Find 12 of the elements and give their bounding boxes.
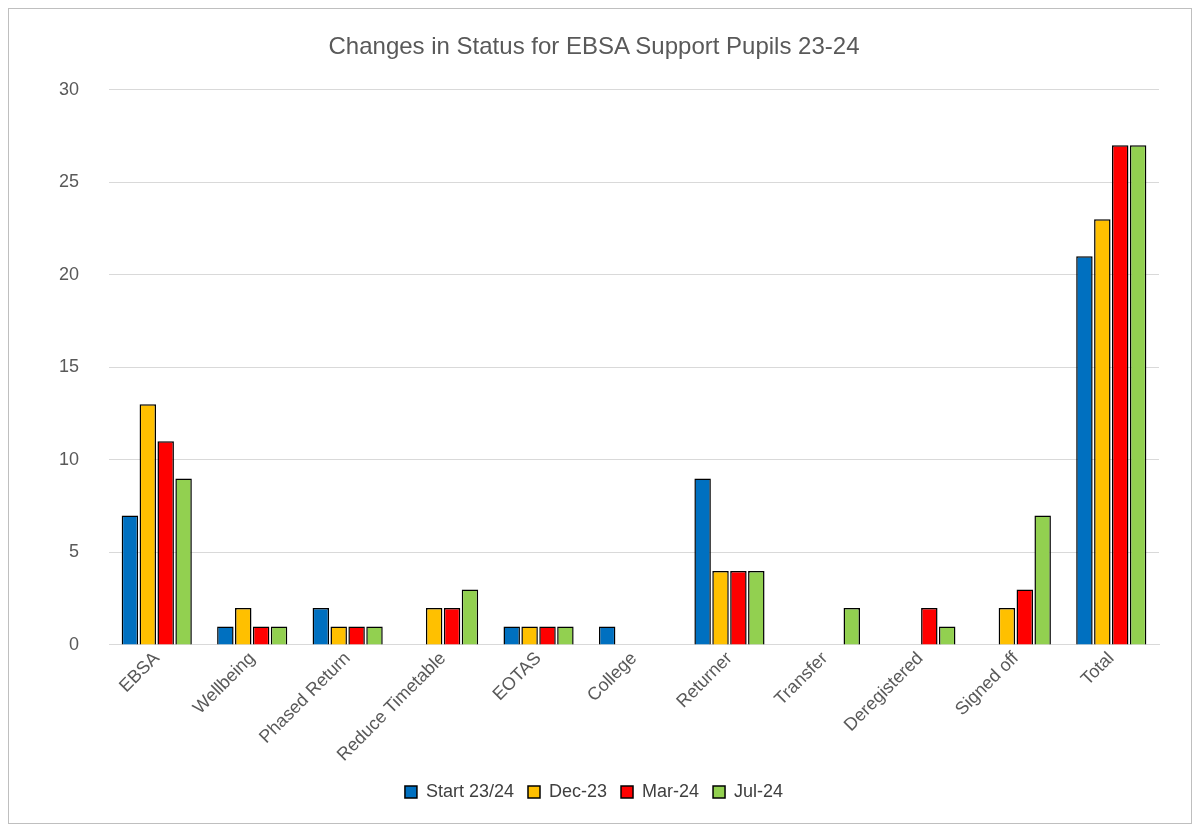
chart-title: Changes in Status for EBSA Support Pupils 23-24 xyxy=(328,32,860,60)
y-tick-label: 5 xyxy=(69,541,80,562)
legend-label: Start 23/24 xyxy=(425,780,514,801)
legend-label: Jul-24 xyxy=(734,780,784,801)
legend-label: Dec-23 xyxy=(549,780,608,801)
y-tick-label: 15 xyxy=(58,356,80,377)
y-tick-label: 0 xyxy=(69,633,80,654)
legend-label: Mar-24 xyxy=(642,780,700,801)
y-tick-label: 25 xyxy=(58,171,80,192)
y-tick-label: 20 xyxy=(58,263,80,284)
y-tick-label: 30 xyxy=(58,78,80,99)
y-tick-label: 10 xyxy=(58,448,80,469)
